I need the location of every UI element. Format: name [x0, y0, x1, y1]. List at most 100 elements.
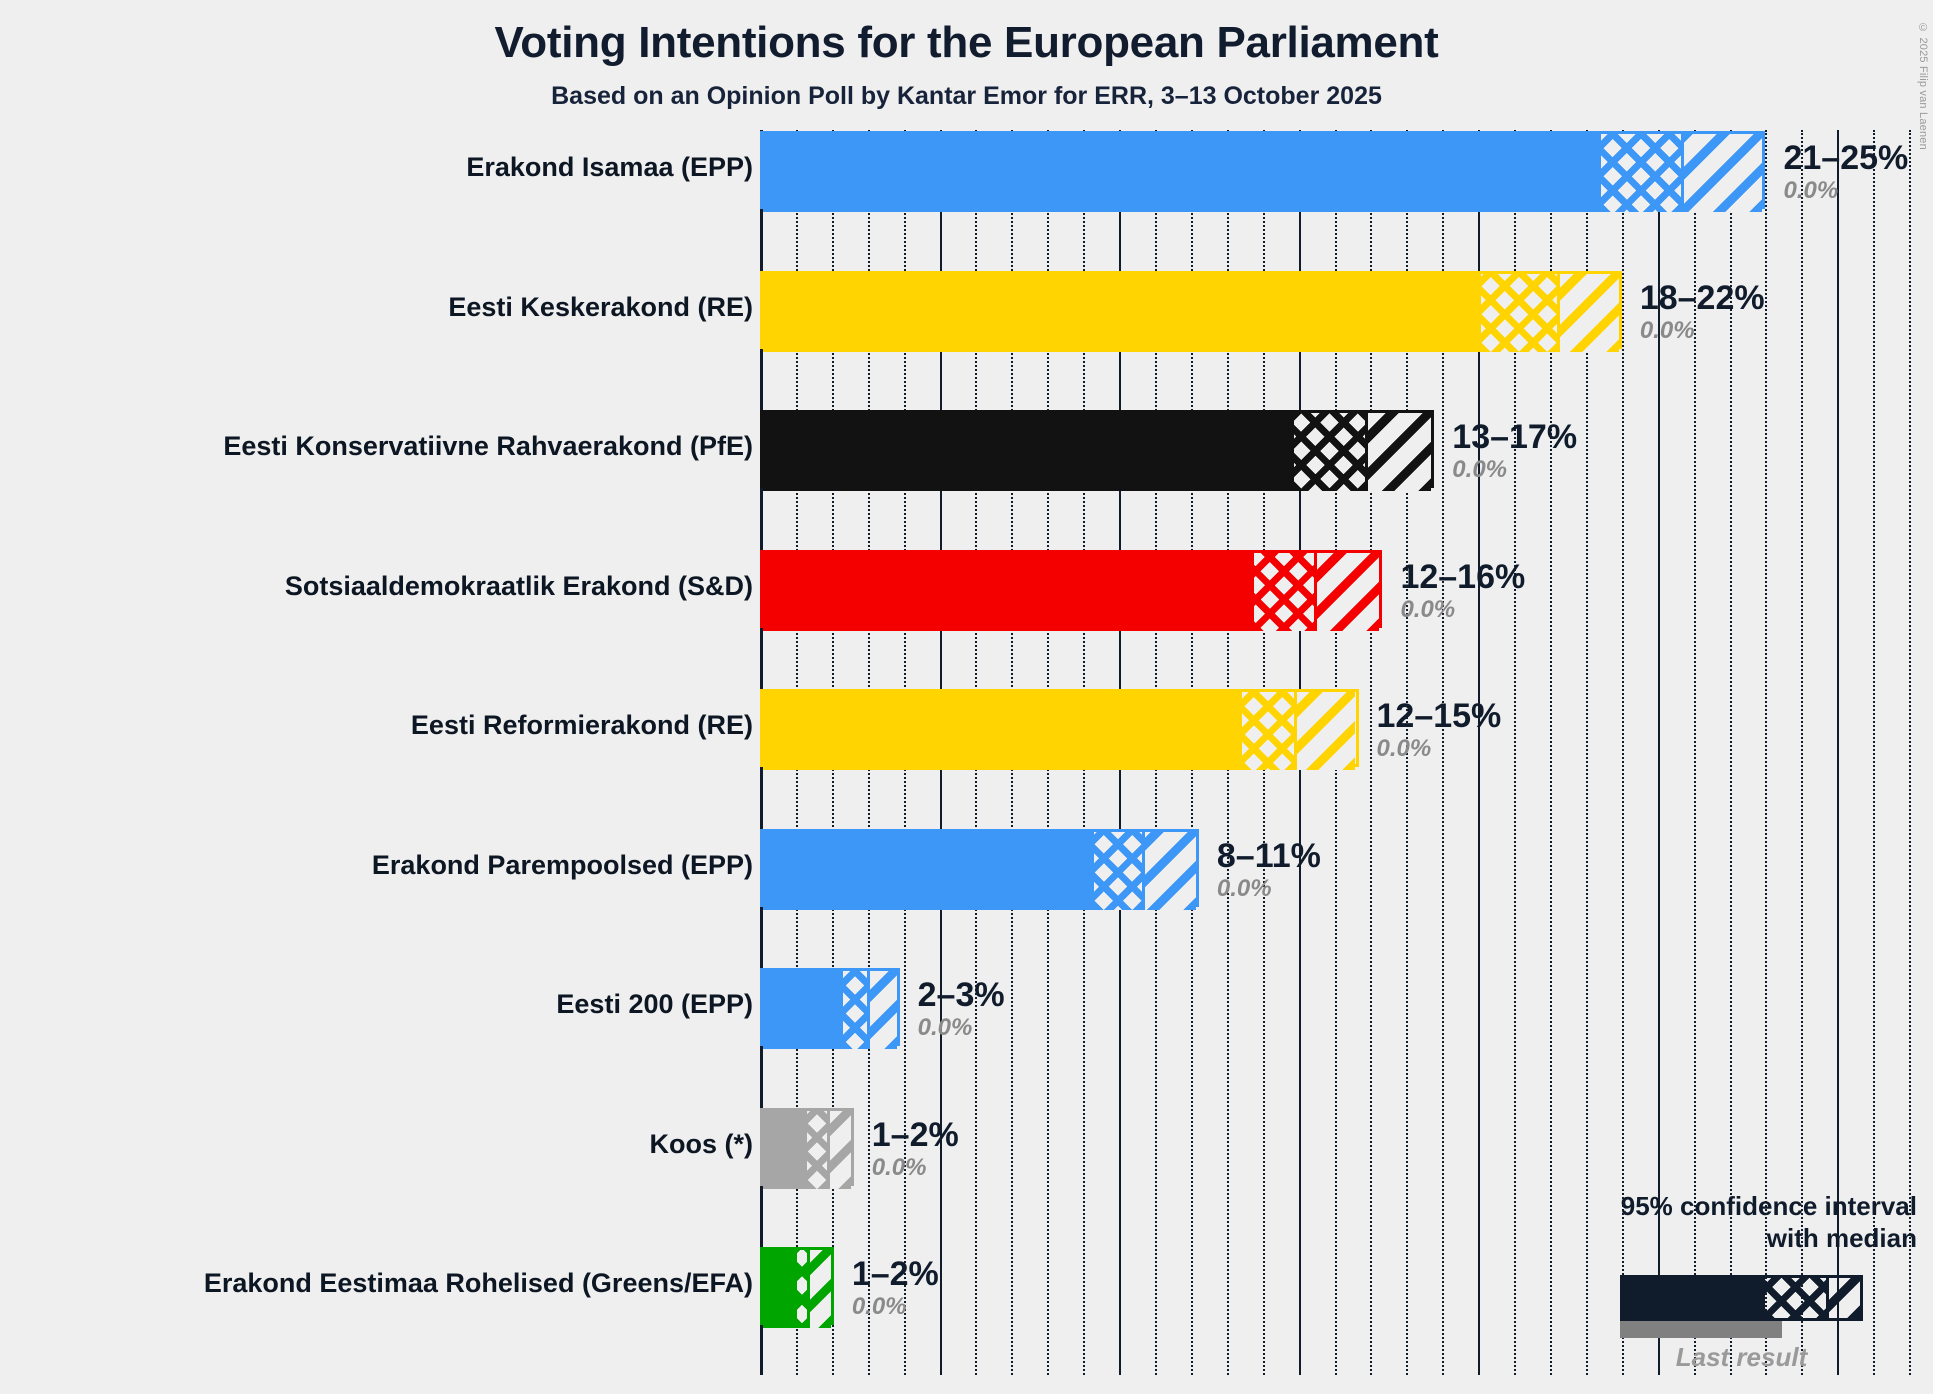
bar-segment-diagonal	[1365, 413, 1432, 491]
bar-segment-solid	[763, 831, 1095, 910]
bar-segment-solid	[763, 413, 1294, 491]
bar-value-group: 12–16% 0.0%	[1400, 558, 1525, 624]
bar-range-label: 12–16%	[1400, 557, 1526, 596]
bar-range-label: 12–15%	[1376, 697, 1502, 735]
bar-range-label: 13–17%	[1452, 418, 1578, 456]
bar-segment-diagonal	[826, 1110, 851, 1189]
bar-segment-crosshatch	[1293, 413, 1366, 491]
bar-segment-solid	[763, 692, 1242, 770]
gridline-major	[1657, 130, 1660, 1375]
bar-row-label: Eesti 200 (EPP)	[556, 989, 753, 1019]
bar-segment-crosshatch	[1253, 552, 1314, 631]
bar-segment-solid	[763, 971, 843, 1049]
page-subtitle: Based on an Opinion Poll by Kantar Emor …	[551, 82, 1382, 110]
bar-segment-crosshatch	[1600, 134, 1681, 212]
bar-last-result-label: 0.0%	[1452, 456, 1507, 483]
confidence-interval-bar	[760, 270, 1622, 352]
gridline-minor	[1801, 130, 1804, 1375]
bar-last-result-label: 0.0%	[917, 1014, 973, 1041]
page-title: Voting Intentions for the European Parli…	[494, 18, 1439, 67]
legend-segment-diagonal	[1826, 1278, 1860, 1318]
confidence-interval-bar	[760, 410, 1435, 491]
bar-row-label: Erakond Isamaa (EPP)	[466, 152, 753, 182]
bar-value-group: 1–2% 0.0%	[852, 1255, 939, 1321]
bar-segment-solid	[763, 273, 1482, 352]
bar-segment-crosshatch	[806, 1110, 827, 1189]
bar-value-group: 8–11% 0.0%	[1217, 837, 1321, 903]
bar-segment-diagonal	[806, 1250, 831, 1328]
bar-row: Sotsiaaldemokraatlik Erakond (S&D) 12–16%…	[0, 549, 1933, 631]
bar-last-result-label: 0.0%	[1783, 177, 1839, 204]
bar-row-label: Eesti Reformierakond (RE)	[410, 710, 753, 740]
bar-value-group: 13–17% 0.0%	[1452, 418, 1577, 484]
bar-segment-crosshatch	[1094, 831, 1143, 910]
confidence-interval-bar	[760, 549, 1383, 631]
gridline-minor	[1909, 130, 1912, 1375]
bar-segment-crosshatch	[1241, 692, 1294, 770]
bar-range-label: 1–2%	[851, 1255, 939, 1293]
gridline-minor	[1873, 130, 1876, 1375]
bar-row: Eesti Reformierakond (RE) 12–15% 0.0%	[0, 689, 1933, 770]
bar-segment-solid	[763, 1250, 797, 1328]
bar-row-label: Eesti Konservatiivne Rahvaerakond (PfE)	[223, 431, 753, 461]
bar-value-group: 2–3% 0.0%	[918, 976, 1005, 1042]
bar-segment-crosshatch	[796, 1250, 807, 1328]
bar-row-label: Koos (*)	[649, 1128, 754, 1159]
gridline-major	[1478, 130, 1481, 1375]
gridline-minor	[1729, 130, 1732, 1375]
copyright-notice: © 2025 Filip van Laenen	[1917, 22, 1929, 150]
bar-range-label: 18–22%	[1639, 278, 1765, 317]
chart-legend: 95% confidence interval with median Last…	[1540, 1190, 1925, 1380]
bar-segment-solid	[763, 1110, 807, 1189]
legend-title-line1: 95% confidence interval	[1620, 1191, 1917, 1221]
bar-value-group: 18–22% 0.0%	[1640, 279, 1765, 345]
bar-value-group: 21–25% 0.0%	[1783, 139, 1908, 205]
bar-row-label: Sotsiaaldemokraatlik Erakond (S&D)	[284, 570, 753, 601]
bar-last-result-label: 0.0%	[1400, 595, 1456, 623]
bar-segment-diagonal	[866, 971, 897, 1049]
bar-row: Eesti Konservatiivne Rahvaerakond (PfE) 1…	[0, 410, 1933, 491]
bar-range-label: 1–2%	[871, 1115, 959, 1154]
confidence-interval-bar	[760, 1247, 834, 1328]
gridline-minor	[1550, 130, 1553, 1375]
bar-segment-solid	[763, 552, 1254, 631]
legend-last-result-label: Last result	[1675, 1342, 1808, 1372]
bar-segment-diagonal	[1557, 273, 1619, 352]
bar-segment-crosshatch	[1481, 273, 1557, 352]
bar-last-result-label: 0.0%	[1376, 735, 1432, 762]
bar-row: Koos (*) 1–2% 0.0%	[0, 1107, 1933, 1189]
confidence-interval-bar	[760, 131, 1766, 212]
bar-row: Erakond Isamaa (EPP) 21–25% 0.0%	[0, 131, 1933, 212]
bar-last-result-label: 0.0%	[1639, 316, 1695, 344]
bar-value-group: 1–2% 0.0%	[872, 1116, 959, 1182]
gridline-minor	[1514, 130, 1517, 1375]
confidence-interval-bar	[760, 828, 1199, 910]
bar-segment-solid	[763, 134, 1601, 212]
gridline-minor	[1585, 130, 1588, 1375]
bar-row: Eesti Keskerakond (RE) 18–22% 0.0%	[0, 270, 1933, 352]
gridline-minor	[1406, 130, 1409, 1375]
bar-segment-diagonal	[1680, 134, 1763, 212]
legend-last-result-bar	[1620, 1321, 1782, 1338]
legend-segment-crosshatch	[1765, 1278, 1826, 1318]
bar-row: Erakond Eestimaa Rohelised (Greens/EFA) 1…	[0, 1247, 1933, 1328]
bar-last-result-label: 0.0%	[1216, 874, 1272, 902]
bar-segment-diagonal	[1293, 692, 1356, 770]
bar-segment-diagonal	[1142, 831, 1196, 910]
bar-value-group: 12–15% 0.0%	[1377, 697, 1502, 763]
bar-segment-crosshatch	[842, 971, 867, 1049]
legend-sample-bar	[1620, 1275, 1863, 1321]
bar-last-result-label: 0.0%	[871, 1153, 927, 1181]
gridline-minor	[1442, 130, 1445, 1375]
gridline-minor	[1765, 130, 1768, 1375]
gridline-minor	[1621, 130, 1624, 1375]
gridline-major	[1837, 130, 1840, 1375]
bar-row: Eesti 200 (EPP) 2–3% 0.0%	[0, 968, 1933, 1049]
gridline-minor	[1693, 130, 1696, 1375]
bar-last-result-label: 0.0%	[851, 1293, 907, 1320]
bar-segment-diagonal	[1313, 552, 1380, 631]
legend-title: 95% confidence interval with median	[1540, 1190, 1917, 1254]
bar-row-label: Erakond Eestimaa Rohelised (Greens/EFA)	[203, 1268, 753, 1298]
confidence-interval-bar	[760, 1107, 854, 1189]
